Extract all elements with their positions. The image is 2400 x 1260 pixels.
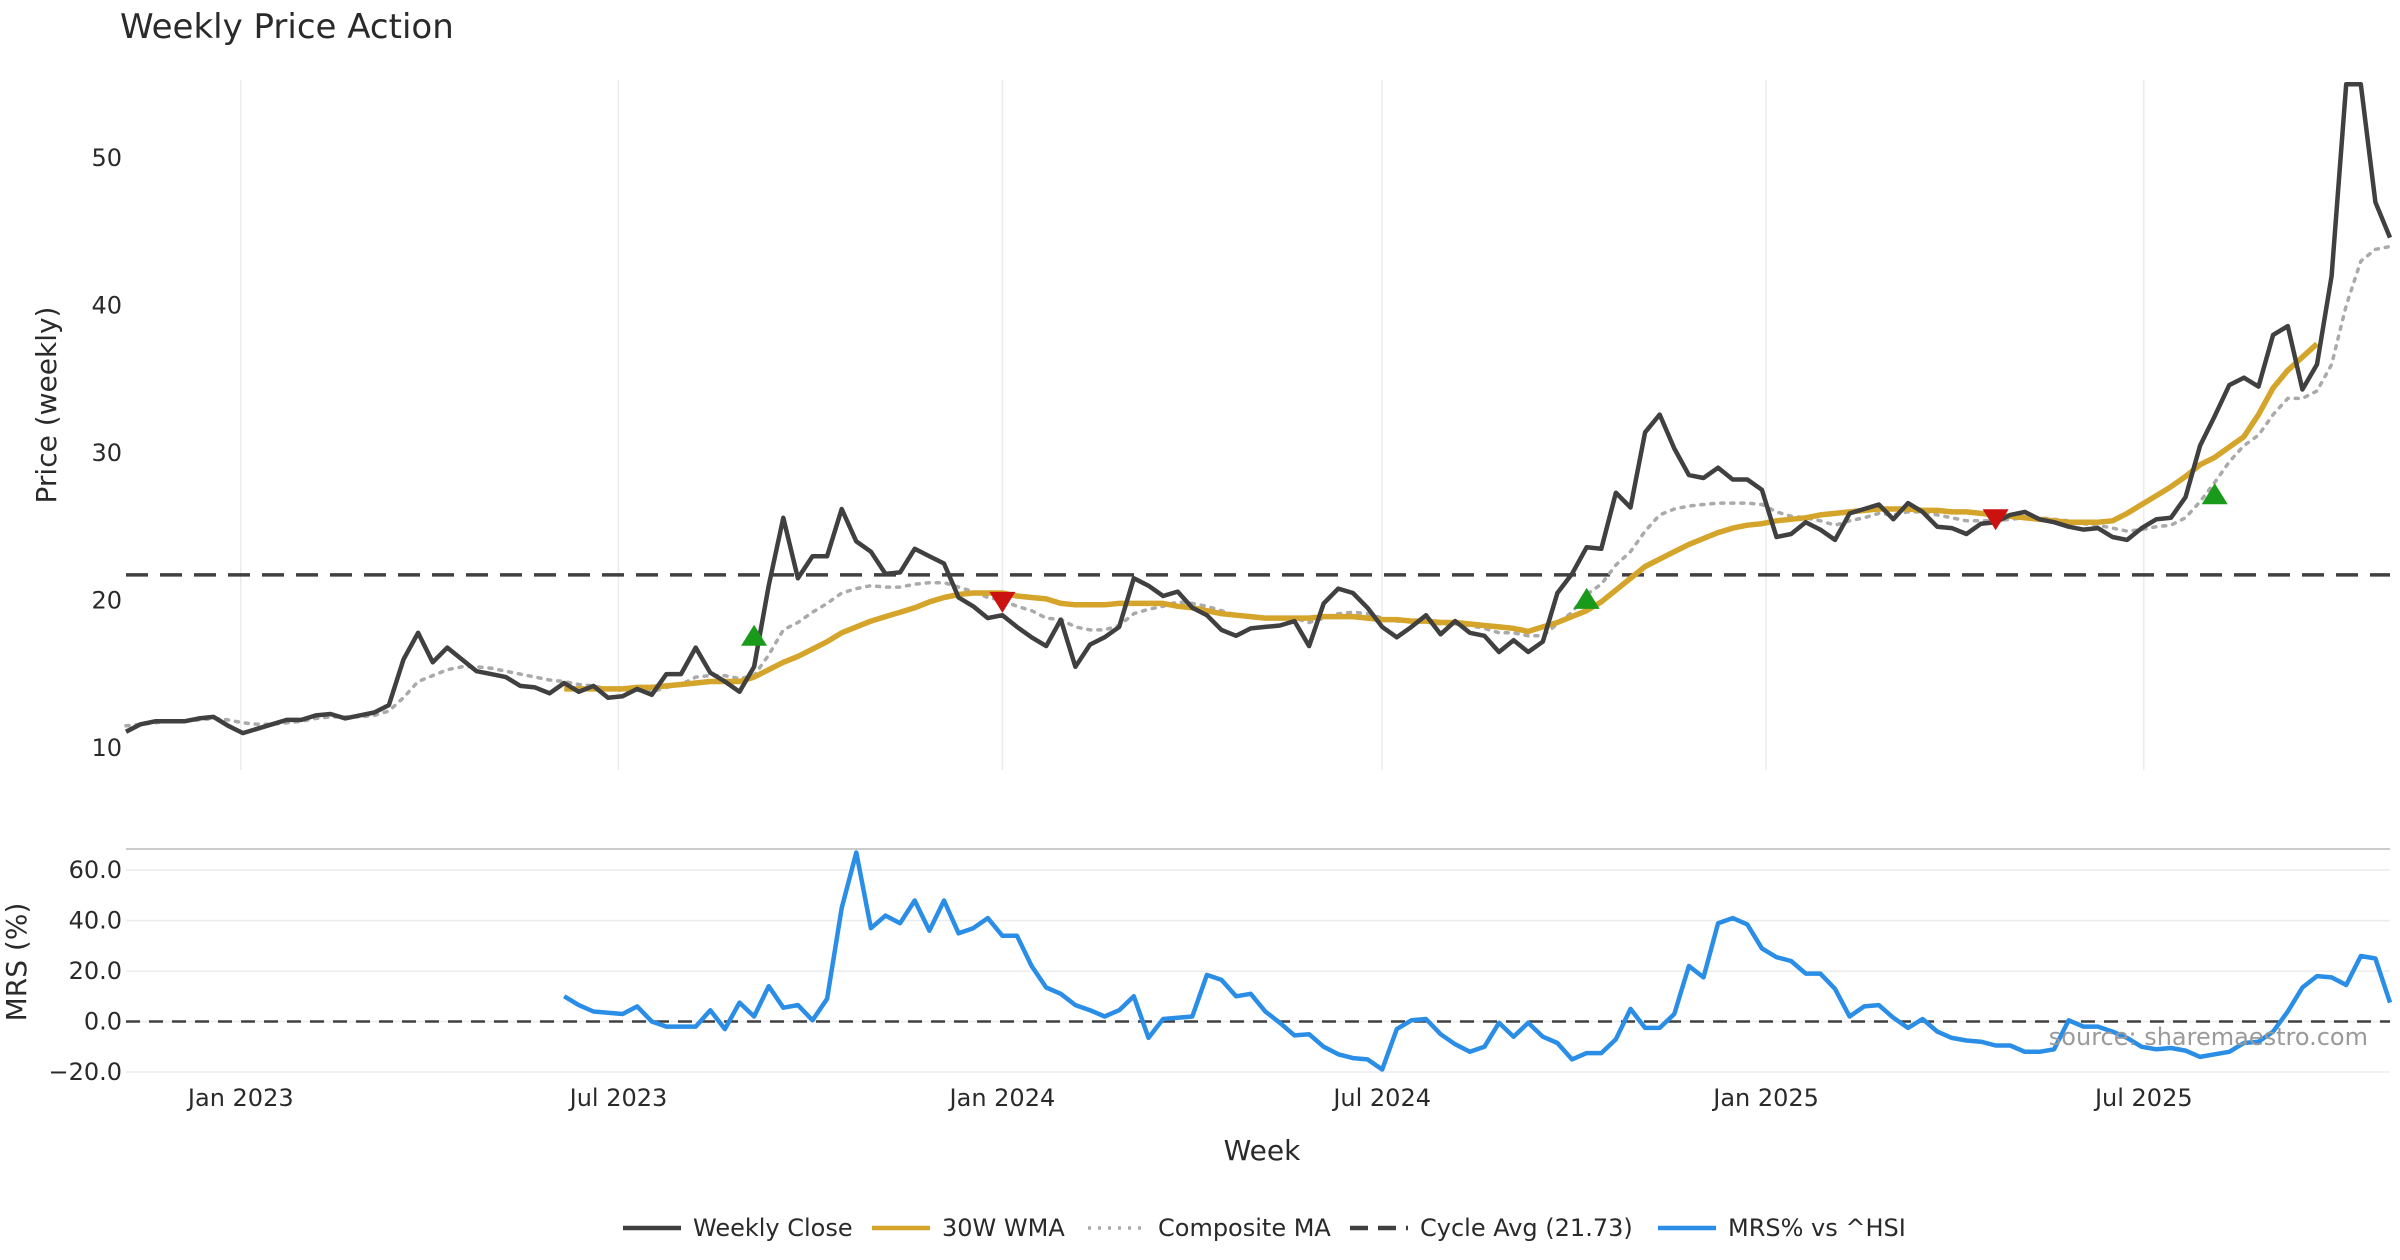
- legend-label: MRS% vs ^HSI: [1728, 1214, 1906, 1242]
- wma-30w-line: [564, 341, 2319, 692]
- mrs-y-tick-label: 0.0: [84, 1008, 122, 1036]
- source-annotation: source: sharemaestro.com: [2049, 1023, 2368, 1051]
- x-tick-label: Jul 2024: [1331, 1084, 1431, 1112]
- mrs-y-axis-label: MRS (%): [0, 903, 33, 1022]
- x-tick-label: Jul 2023: [568, 1084, 668, 1112]
- weekly-close-line: [124, 81, 2393, 736]
- legend-label: Cycle Avg (21.73): [1420, 1214, 1633, 1242]
- legend-label: Composite MA: [1158, 1214, 1331, 1242]
- buy-signal-marker: [2201, 483, 2228, 505]
- legend-label: 30W WMA: [942, 1214, 1065, 1242]
- mrs-y-tick-label: 40.0: [69, 907, 122, 935]
- buy-signal-marker: [1573, 587, 1600, 609]
- legend-label: Weekly Close: [693, 1214, 853, 1242]
- x-tick-label: Jul 2025: [2093, 1084, 2193, 1112]
- mrs-panel: Jan 2023 Jul 2023 Jan 2024 Jul 2024 Jan 2025…: [0, 848, 2393, 1167]
- buy-signal-marker: [741, 624, 768, 646]
- x-tick-label: Jan 2025: [1711, 1084, 1819, 1112]
- x-tick-label: Jan 2024: [948, 1084, 1056, 1112]
- mrs-y-tick-label: 20.0: [69, 957, 122, 985]
- legend: Weekly Close 30W WMA Composite MA Cycle Avg…: [623, 1214, 1906, 1242]
- price-y-tick-label: 10: [91, 734, 122, 762]
- price-y-tick-label: 30: [91, 439, 122, 467]
- price-y-axis-label: Price (weekly): [30, 307, 63, 504]
- price-y-tick-label: 50: [91, 144, 122, 172]
- chart-title: Weekly Price Action: [120, 7, 454, 47]
- mrs-line: [563, 850, 2393, 1072]
- composite-ma-line: [124, 244, 2392, 728]
- x-axis-label: Week: [1224, 1134, 1301, 1167]
- sell-signal-marker: [989, 591, 1016, 613]
- price-panel: Weekly Price Action 10 20 30 40 50 Price (week…: [30, 7, 2393, 770]
- sell-signal-marker: [1982, 509, 2009, 531]
- price-y-tick-label: 20: [91, 586, 122, 614]
- price-y-tick-label: 40: [91, 291, 122, 319]
- mrs-y-tick-label: −20.0: [48, 1058, 122, 1086]
- mrs-y-tick-label: 60.0: [69, 856, 122, 884]
- x-tick-label: Jan 2023: [186, 1084, 294, 1112]
